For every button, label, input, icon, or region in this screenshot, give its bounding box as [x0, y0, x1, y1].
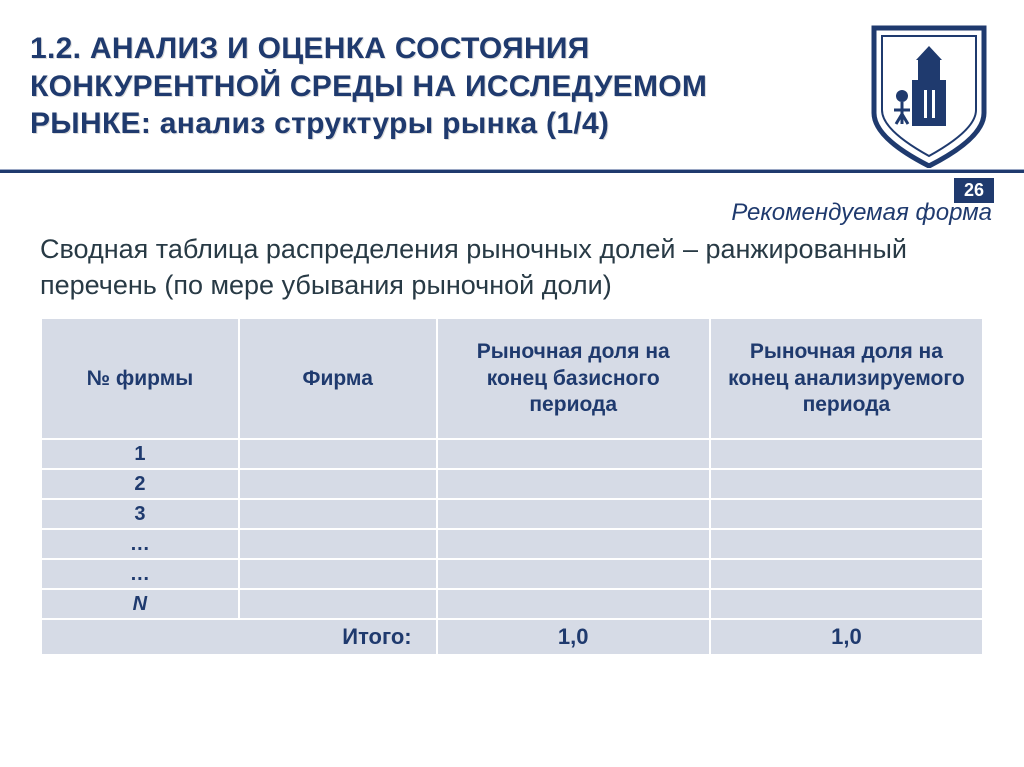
empty-cell — [437, 469, 710, 499]
empty-cell — [239, 439, 437, 469]
col-analyzed-share: Рыночная доля на конец анализируемого пе… — [710, 318, 983, 439]
empty-cell — [437, 529, 710, 559]
market-share-table-container: № фирмы Фирма Рыночная доля на конец баз… — [0, 317, 1024, 656]
form-note: Рекомендуемая форма — [0, 199, 1024, 227]
col-base-share: Рыночная доля на конец базисного периода — [437, 318, 710, 439]
row-number: … — [41, 559, 239, 589]
header-divider — [0, 169, 1024, 173]
table-row: … — [41, 529, 983, 559]
empty-cell — [710, 469, 983, 499]
title-line-1: 1.2. АНАЛИЗ И ОЦЕНКА СОСТОЯНИЯ — [30, 32, 590, 65]
title-line-3: РЫНКЕ: анализ структуры рынка (1/4) — [30, 107, 609, 140]
row-number: 1 — [41, 439, 239, 469]
intro-text: Сводная таблица распределения рыночных д… — [0, 227, 1024, 318]
empty-cell — [710, 559, 983, 589]
total-analyzed: 1,0 — [710, 619, 983, 655]
empty-cell — [710, 439, 983, 469]
page-title: 1.2. АНАЛИЗ И ОЦЕНКА СОСТОЯНИЯ КОНКУРЕНТ… — [30, 30, 810, 143]
row-number: … — [41, 529, 239, 559]
page-number-badge: 26 — [954, 178, 994, 203]
col-firm-name: Фирма — [239, 318, 437, 439]
empty-cell — [710, 589, 983, 619]
table-row: 2 — [41, 469, 983, 499]
empty-cell — [239, 529, 437, 559]
empty-cell — [239, 559, 437, 589]
col-firm-number: № фирмы — [41, 318, 239, 439]
table-header-row: № фирмы Фирма Рыночная доля на конец баз… — [41, 318, 983, 439]
empty-cell — [239, 589, 437, 619]
table-row: N — [41, 589, 983, 619]
table-row: 1 — [41, 439, 983, 469]
shield-logo-icon — [864, 18, 994, 168]
empty-cell — [239, 499, 437, 529]
empty-cell — [437, 499, 710, 529]
table-row: … — [41, 559, 983, 589]
empty-cell — [437, 439, 710, 469]
row-number: 3 — [41, 499, 239, 529]
row-number: 2 — [41, 469, 239, 499]
table-row: 3 — [41, 499, 983, 529]
total-base: 1,0 — [437, 619, 710, 655]
empty-cell — [239, 469, 437, 499]
table-total-row: Итого: 1,0 1,0 — [41, 619, 983, 655]
header: 1.2. АНАЛИЗ И ОЦЕНКА СОСТОЯНИЯ КОНКУРЕНТ… — [0, 0, 1024, 163]
empty-cell — [437, 589, 710, 619]
empty-cell — [437, 559, 710, 589]
row-number: N — [41, 589, 239, 619]
title-line-2: КОНКУРЕНТНОЙ СРЕДЫ НА ИССЛЕДУЕМОМ — [30, 70, 707, 103]
empty-cell — [710, 529, 983, 559]
empty-cell — [710, 499, 983, 529]
total-label: Итого: — [41, 619, 437, 655]
market-share-table: № фирмы Фирма Рыночная доля на конец баз… — [40, 317, 984, 656]
